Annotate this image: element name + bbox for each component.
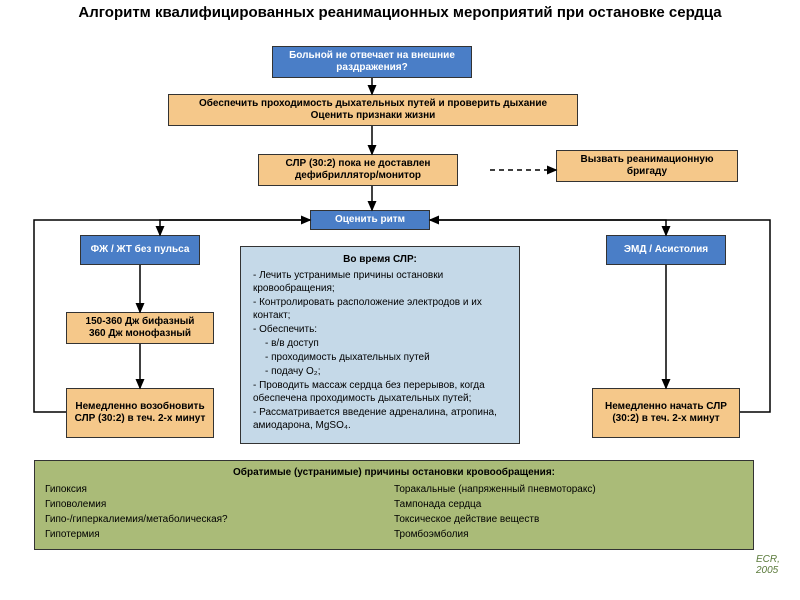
node-assess: Оценить ритм [310, 210, 430, 230]
node-team: Вызвать реанимационную бригаду [556, 150, 738, 182]
node-airway: Обеспечить проходимость дыхательных путе… [168, 94, 578, 126]
node-emd: ЭМД / Асистолия [606, 235, 726, 265]
node-resume: Немедленно возобновить СЛР (30:2) в теч.… [66, 388, 214, 438]
page-title: Алгоритм квалифицированных реанимационны… [0, 0, 800, 26]
causes-panel: Обратимые (устранимые) причины остановки… [34, 460, 754, 550]
node-start2: Немедленно начать СЛР (30:2) в теч. 2-х … [592, 388, 740, 438]
node-cpr30: СЛР (30:2) пока не доставлен дефибриллят… [258, 154, 458, 186]
node-vf: ФЖ / ЖТ без пульса [80, 235, 200, 265]
node-shock: 150-360 Дж бифазный360 Дж монофазный [66, 312, 214, 344]
signature: ECR, 2005 [756, 554, 800, 576]
cpr-panel: Во время СЛР:- Лечить устранимые причины… [240, 246, 520, 444]
node-start: Больной не отвечает на внешние раздражен… [272, 46, 472, 78]
